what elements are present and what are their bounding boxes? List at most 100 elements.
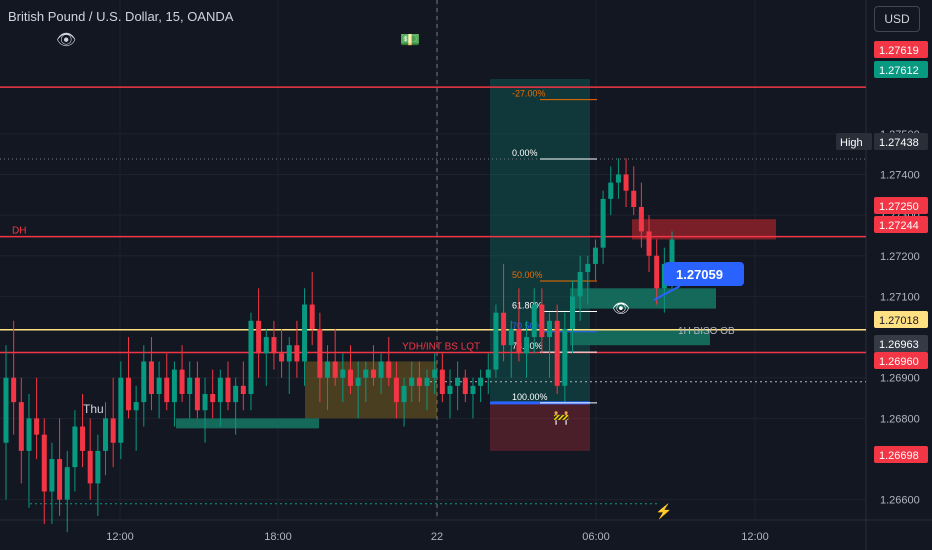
candle-body <box>156 377 162 394</box>
supply-zone <box>632 219 776 240</box>
session-label: Thu <box>83 402 104 416</box>
candle-body <box>57 459 63 500</box>
callout-box <box>664 262 744 286</box>
fib-level-label: 0.00% <box>512 148 538 158</box>
candle-body <box>608 182 614 199</box>
x-tick-label: 12:00 <box>741 531 769 543</box>
candle-body <box>547 320 553 338</box>
candle-body <box>95 450 101 484</box>
price-label-box <box>874 216 928 233</box>
y-tick-label: 1.26600 <box>880 495 920 507</box>
candle-body <box>355 377 361 386</box>
candle-body <box>432 369 438 378</box>
high-tag-box <box>836 133 872 150</box>
price-label-box <box>874 446 928 463</box>
candle-body <box>18 402 24 451</box>
candle-body <box>225 377 231 403</box>
candle-body <box>485 369 491 378</box>
candle-body <box>654 255 660 289</box>
candle-body <box>148 361 154 394</box>
y-tick-label: 1.27200 <box>880 251 920 263</box>
candle-body <box>171 369 177 403</box>
candle-body <box>347 369 353 386</box>
candle-body <box>646 231 652 256</box>
price-label: 1.27018 <box>879 315 919 327</box>
candle-body <box>187 377 193 394</box>
biso-ob-zone <box>570 328 710 346</box>
candle-body <box>325 361 331 378</box>
currency-button[interactable]: USD <box>874 6 920 32</box>
candle-body <box>279 353 285 362</box>
candle-body <box>493 312 499 370</box>
price-label-box <box>874 133 928 150</box>
price-label: 1.27244 <box>879 220 919 232</box>
y-tick-label: 1.26900 <box>880 373 920 385</box>
candle-body <box>286 345 292 362</box>
candle-body <box>164 377 170 403</box>
price-label-box <box>874 311 928 328</box>
candle-body <box>217 377 223 403</box>
y-tick-label: 1.27100 <box>880 291 920 303</box>
y-tick-label: 1.26800 <box>880 413 920 425</box>
candle-body <box>577 272 583 297</box>
price-label: 1.26698 <box>879 450 919 462</box>
candle-body <box>233 385 239 403</box>
candle-body <box>87 450 93 484</box>
candle-body <box>447 385 453 394</box>
candle-body <box>263 337 269 354</box>
candle-body <box>125 377 131 411</box>
candle-body <box>424 377 430 386</box>
price-label: 1.27438 <box>879 137 919 149</box>
fib-level-label: -27.00% <box>512 89 546 99</box>
level-label: 1H BISO OB <box>678 326 735 337</box>
lightning-icon: ⚡ <box>655 503 672 520</box>
level-label: YDH/INT BS LQT <box>402 342 480 353</box>
fib-level-label: 70.50% <box>512 321 543 331</box>
candle-body <box>34 418 40 435</box>
chart-title: British Pound / U.S. Dollar, 15, OANDA <box>8 9 234 24</box>
candle-body <box>638 206 644 232</box>
candle-body <box>562 328 568 386</box>
candle-body <box>340 369 346 378</box>
x-tick-label: 06:00 <box>582 531 610 543</box>
candle-body <box>455 377 461 386</box>
candle-body <box>110 418 116 443</box>
candle-body <box>631 190 637 207</box>
candle-body <box>501 312 507 346</box>
candle-body <box>378 361 384 378</box>
candle-body <box>363 369 369 378</box>
price-label: 1.27619 <box>879 45 919 57</box>
price-label: 1.26963 <box>879 339 919 351</box>
fib-level-label: 50.00% <box>512 270 543 280</box>
candle-body <box>393 377 399 403</box>
candle-body <box>508 328 514 346</box>
price-label: 1.26960 <box>879 356 919 368</box>
candle-body <box>240 385 246 394</box>
barrier-icon: 🚧 <box>553 410 569 425</box>
fib-level-label: 61.80% <box>512 300 543 310</box>
candle-body <box>271 337 277 354</box>
candle-body <box>41 434 47 492</box>
x-tick-label: 12:00 <box>106 531 134 543</box>
candle-body <box>309 304 315 329</box>
demand-zone <box>176 418 319 429</box>
eye-icon[interactable]: 👁 <box>56 32 77 49</box>
level-label: DH <box>12 226 26 237</box>
candle-body <box>409 377 415 386</box>
candle-body <box>118 377 124 443</box>
candle-body <box>370 369 376 378</box>
candle-body <box>600 198 606 248</box>
high-tag: High <box>840 137 863 149</box>
candle-body <box>64 467 70 500</box>
candle-body <box>3 377 9 443</box>
candle-body <box>516 328 522 354</box>
candle-body <box>569 296 575 329</box>
candle-body <box>248 320 254 394</box>
price-label-box <box>874 197 928 214</box>
price-label: 1.27612 <box>879 65 919 77</box>
money-icon[interactable]: 💵 <box>400 32 420 49</box>
fib-level-label: 100.00% <box>512 392 548 402</box>
candle-body <box>615 174 621 183</box>
